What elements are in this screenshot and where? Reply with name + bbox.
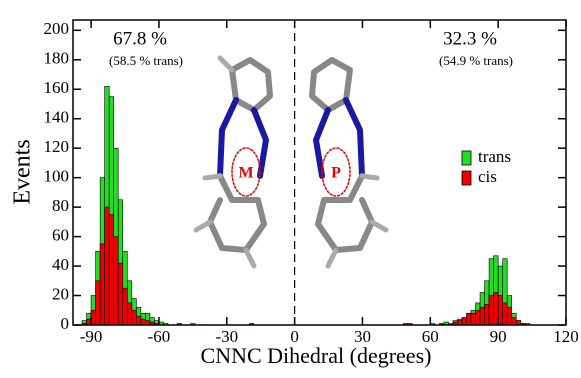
y-tick-label: 0	[61, 314, 70, 333]
y-tick-label: 200	[44, 19, 70, 38]
y-tick-label: 20	[52, 284, 69, 303]
bar	[466, 313, 471, 325]
x-tick-label: 0	[290, 327, 299, 346]
legend-label: cis	[478, 167, 497, 186]
legend-label: trans	[478, 147, 511, 166]
y-tick-label: 100	[44, 167, 70, 186]
bar	[123, 288, 128, 325]
chart: M P 67.8 % (58.5 % trans) 32.3 % (54.9 %…	[0, 0, 581, 373]
bar	[480, 307, 485, 325]
molecule-p	[312, 60, 386, 266]
bar	[132, 310, 137, 325]
x-tick-label: -30	[215, 327, 238, 346]
page: M P 67.8 % (58.5 % trans) 32.3 % (54.9 %…	[0, 0, 581, 378]
x-tick-label: -90	[80, 327, 103, 346]
x-tick-label: 120	[553, 327, 579, 346]
legend-swatch	[462, 171, 471, 185]
bar	[141, 319, 146, 325]
bar	[96, 281, 101, 325]
y-tick-label: 120	[44, 137, 70, 156]
annotation: M	[238, 165, 253, 182]
x-tick-label: 90	[490, 327, 507, 346]
molecules: M P	[196, 58, 386, 266]
bar	[471, 313, 476, 325]
x-tick-label: 60	[422, 327, 439, 346]
bar	[118, 263, 123, 325]
bar	[507, 307, 512, 325]
annotation: P	[331, 165, 341, 182]
x-tick-label: 30	[354, 327, 371, 346]
molecule-m: M	[196, 58, 270, 266]
bar	[127, 303, 132, 325]
bar	[114, 237, 119, 325]
bar	[476, 310, 481, 325]
bar	[485, 304, 490, 325]
annotation: 32.3 %	[443, 28, 497, 49]
bar	[512, 318, 517, 325]
bar	[100, 244, 105, 325]
bar	[136, 316, 141, 325]
annotation: (54.9 % trans)	[439, 53, 513, 68]
x-axis-label: CNNC Dihedral (degrees)	[201, 343, 432, 368]
y-tick-label: 180	[44, 49, 70, 68]
bars	[82, 86, 530, 325]
y-tick-label: 140	[44, 108, 70, 127]
legend-swatch	[462, 151, 471, 165]
bar	[462, 318, 467, 325]
bar	[489, 296, 494, 325]
y-tick-label: 60	[52, 226, 69, 245]
bar	[503, 303, 508, 325]
annotation: 67.8 %	[113, 28, 167, 49]
y-tick-label: 160	[44, 78, 70, 97]
y-tick-label: 80	[52, 196, 69, 215]
bar	[109, 214, 114, 325]
y-tick-label: 40	[52, 255, 69, 274]
y-axis-label: Events	[10, 139, 36, 204]
bar	[105, 207, 110, 325]
x-tick-label: -60	[148, 327, 171, 346]
annotation: (58.5 % trans)	[109, 53, 183, 68]
